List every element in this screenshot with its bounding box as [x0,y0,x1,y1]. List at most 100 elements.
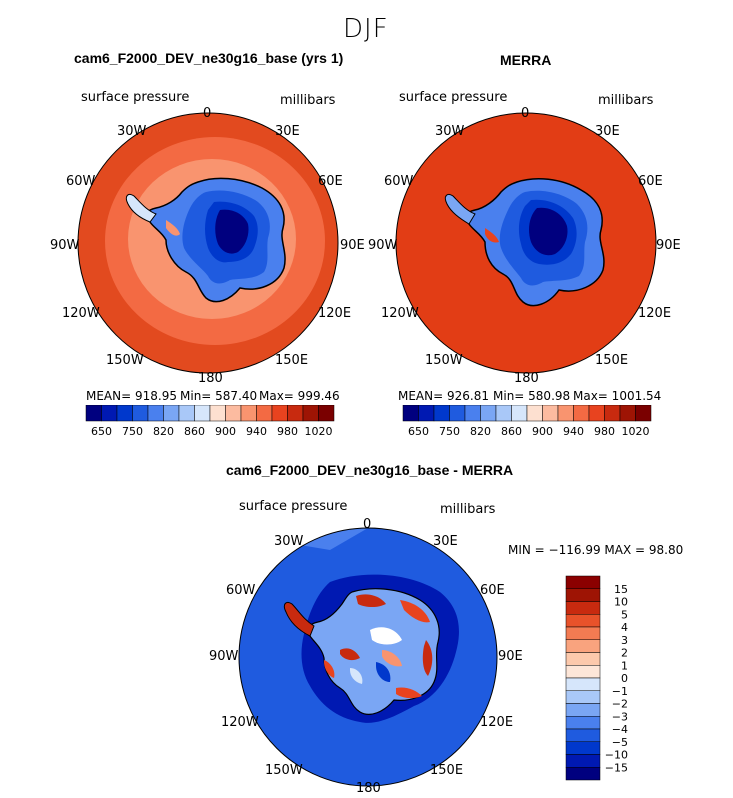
panel-3-title: cam6_F2000_DEV_ne30g16_base - MERRA [226,462,514,478]
colorbar-tick-label: 10 [614,596,628,609]
colorbar-box [402,405,419,422]
p3-lon-0: 0 [363,517,372,532]
p1-lon-30e: 30E [275,124,300,139]
p3-lon-60w: 60W [226,583,256,598]
colorbar-tick-label: −5 [612,736,628,749]
colorbar-box [565,754,601,768]
panel-1-max: Max= 999.46 [259,389,340,403]
antarctica-landmass [307,588,440,715]
colorbar-tick-label: 650 [91,425,112,438]
colorbar-tick-label: 940 [563,425,584,438]
colorbar-box [132,405,149,422]
colorbar-tick-label: 900 [532,425,553,438]
panel-3-units-label: millibars [440,502,496,517]
p1-lon-120e: 120E [318,306,352,321]
p3-lon-60e: 60E [480,583,505,598]
colorbar-tick-label: 750 [439,425,460,438]
colorbar-tick-label: 980 [594,425,615,438]
p1-lon-0: 0 [203,106,212,121]
colorbar-box [565,601,601,615]
p1-lon-150e: 150E [275,353,309,368]
colorbar-tick-label: 860 [501,425,522,438]
colorbar-tick-label: 1 [621,659,628,672]
map-border [395,112,657,374]
colorbar-box [256,405,273,422]
p2-lon-180: 180 [514,371,539,386]
p1-lon-90w: 90W [50,238,80,253]
colorbar-box [418,405,435,422]
colorbar-box [565,626,601,640]
colorbar-box [225,405,242,422]
panel-3-variable-label: surface pressure [239,499,348,514]
colorbar-box [565,677,601,691]
colorbar-tick-label: 650 [408,425,429,438]
p2-lon-0: 0 [521,106,530,121]
colorbar-box [464,405,481,422]
colorbar-box [565,665,601,679]
panel-2-colorbar: 650 750 820 860 900 940 980 1020 [402,405,652,438]
p2-lon-60e: 60E [638,174,663,189]
figure-title: DJF [343,14,389,44]
colorbar-box [573,405,590,422]
panel-2-variable-label: surface pressure [399,90,508,105]
panel-1-min: Min= 587.40 [180,389,258,403]
p3-lon-180: 180 [356,781,381,796]
colorbar-tick-label: 900 [215,425,236,438]
colorbar-box [178,405,195,422]
p1-lon-90e: 90E [340,238,365,253]
colorbar-tick-label: −2 [612,698,628,711]
colorbar-box [287,405,304,422]
colorbar-box [101,405,118,422]
colorbar-box [588,405,605,422]
p1-lon-120w: 120W [62,306,100,321]
colorbar-box [85,405,102,422]
colorbar-tick-label: 860 [184,425,205,438]
colorbar-tick-label: −15 [605,761,628,774]
colorbar-tick-label: 15 [614,583,628,596]
colorbar-box [542,405,559,422]
colorbar-box [635,405,652,422]
p3-lon-30e: 30E [433,534,458,549]
colorbar-tick-label: 4 [621,621,628,634]
colorbar-tick-label: 1020 [622,425,650,438]
colorbar-tick-label: −4 [612,723,628,736]
colorbar-tick-label: 3 [621,634,628,647]
p3-lon-30w: 30W [274,534,304,549]
p1-lon-60e: 60E [318,174,343,189]
panel-1-map [77,112,339,374]
p2-lon-90e: 90E [656,238,681,253]
colorbar-box [565,614,601,628]
colorbar-box [565,575,601,589]
colorbar-box [604,405,621,422]
p3-lon-120w: 120W [221,715,259,730]
colorbar-box [619,405,636,422]
colorbar-box [565,652,601,666]
p1-lon-180: 180 [198,371,223,386]
colorbar-tick-label: 5 [621,608,628,621]
colorbar-tick-label: 2 [621,647,628,660]
colorbar-tick-label: −10 [605,749,628,762]
panel-2-mean: MEAN= 926.81 [398,389,489,403]
colorbar-box [565,588,601,602]
colorbar-tick-label: 0 [621,672,628,685]
p2-lon-150e: 150E [595,353,629,368]
colorbar-box [240,405,257,422]
p1-lon-150w: 150W [106,353,144,368]
p1-lon-30w: 30W [117,124,147,139]
p2-lon-30e: 30E [595,124,620,139]
p1-lon-60w: 60W [66,174,96,189]
colorbar-box [565,639,601,653]
panel-1-colorbar: 650 750 820 860 900 940 980 1020 [85,405,335,438]
p2-lon-120w: 120W [381,306,419,321]
colorbar-box [565,690,601,704]
panel-1-title: cam6_F2000_DEV_ne30g16_base (yrs 1) [74,50,344,66]
colorbar-box [565,767,601,781]
p2-lon-30w: 30W [435,124,465,139]
colorbar-tick-label: 940 [246,425,267,438]
panel-2-title: MERRA [500,52,552,68]
p3-lon-150e: 150E [430,763,464,778]
colorbar-box [565,741,601,755]
p3-lon-120e: 120E [480,715,514,730]
colorbar-box [209,405,226,422]
